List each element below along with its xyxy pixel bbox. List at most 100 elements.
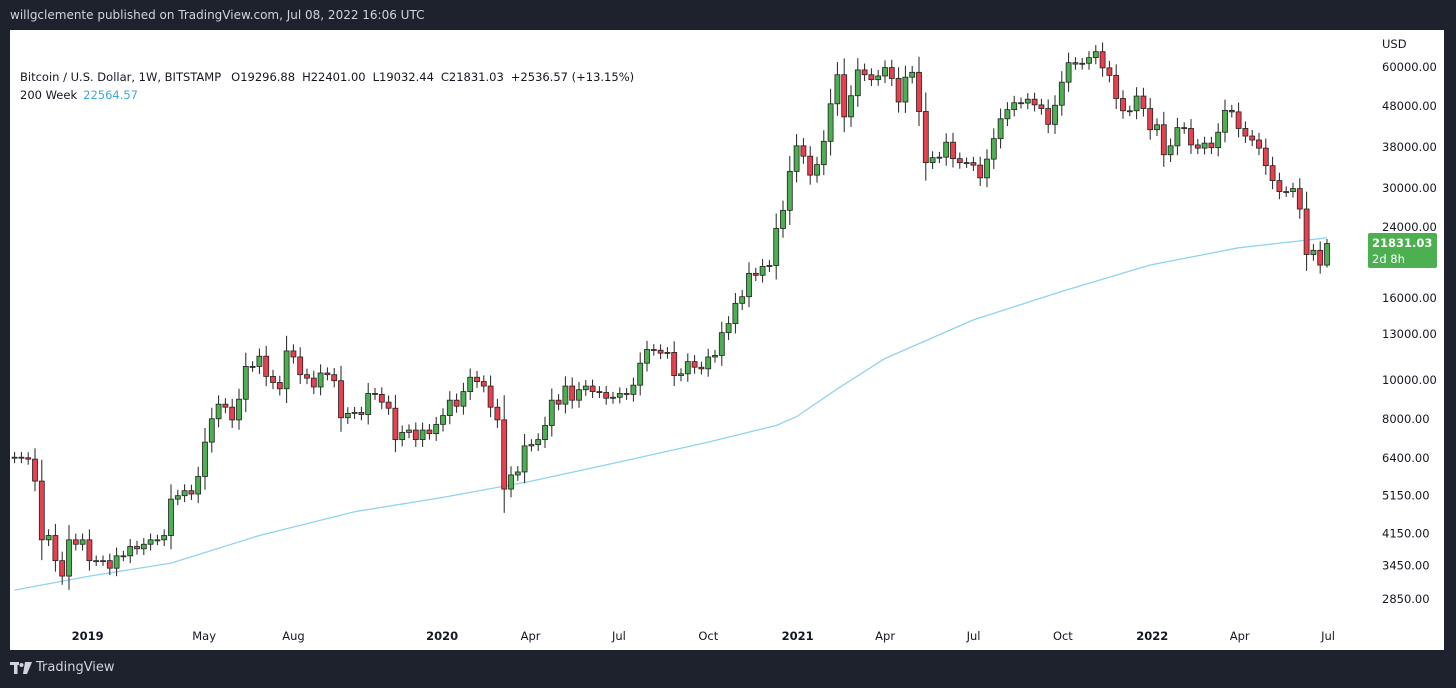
candlestick-chart[interactable]: USD 60000.00 48000.00 38000.00 30000.00 2400… xyxy=(10,30,1444,650)
candle xyxy=(446,391,453,425)
candle-body xyxy=(1031,98,1038,106)
time-tick: 2020 xyxy=(426,629,458,643)
candle-body xyxy=(766,265,773,267)
candle-body xyxy=(72,539,79,545)
candle-body xyxy=(528,444,535,447)
legend-ohlc: Bitcoin / U.S. Dollar, 1W, BITSTAMP O1929… xyxy=(20,68,634,86)
chart-panel[interactable]: USD 60000.00 48000.00 38000.00 30000.00 2400… xyxy=(10,30,1444,650)
candle xyxy=(181,484,188,503)
candle-body xyxy=(1222,109,1228,133)
candle xyxy=(589,379,596,399)
candle-body xyxy=(562,385,569,405)
candle-body xyxy=(977,164,984,179)
candle xyxy=(603,385,610,405)
candle-body xyxy=(650,349,657,351)
candle-body xyxy=(433,423,440,434)
candle-body xyxy=(841,74,848,118)
candle xyxy=(888,59,895,87)
candle-body xyxy=(446,399,453,416)
time-tick: 2021 xyxy=(782,629,814,643)
candle-body xyxy=(1086,57,1092,64)
price-axis[interactable]: USD 60000.00 48000.00 38000.00 30000.00 2400… xyxy=(1382,37,1437,606)
candle xyxy=(909,65,916,84)
ma-label[interactable]: 200 Week xyxy=(20,88,78,102)
candle xyxy=(970,156,977,171)
candle-body xyxy=(882,67,888,77)
time-axis[interactable]: 2019 May Aug 2020 Apr Jul Oct 2021 Apr Jul Oct 2022… xyxy=(72,629,1335,643)
candle-body xyxy=(637,362,644,386)
candle xyxy=(698,361,705,375)
candle-body xyxy=(283,350,290,390)
candle-body xyxy=(664,352,671,354)
candle xyxy=(256,348,263,374)
candle xyxy=(671,341,678,387)
candle xyxy=(977,156,984,186)
symbol-description[interactable]: Bitcoin / U.S. Dollar, 1W, BITSTAMP xyxy=(20,70,222,84)
candle xyxy=(324,367,331,381)
candle-body xyxy=(1303,208,1310,255)
footer: TradingView xyxy=(10,660,115,675)
candle-body xyxy=(229,406,236,421)
candle xyxy=(1201,136,1208,155)
price-tick: 38000.00 xyxy=(1382,140,1437,154)
candle-body xyxy=(623,393,630,395)
candle xyxy=(732,293,739,334)
candle-body xyxy=(32,458,38,482)
candle xyxy=(1310,244,1317,261)
candle xyxy=(378,387,385,410)
candle-body xyxy=(25,457,32,460)
time-tick: Apr xyxy=(521,629,541,643)
candle-body xyxy=(168,498,174,536)
candle xyxy=(1160,111,1167,167)
candle-body xyxy=(290,350,297,358)
candle xyxy=(562,376,569,414)
candle-body xyxy=(426,429,433,434)
candle xyxy=(1052,95,1058,134)
candle xyxy=(460,382,467,415)
candle xyxy=(174,489,181,506)
candle-body xyxy=(480,381,487,387)
candle-body xyxy=(1045,108,1052,125)
time-tick: Jul xyxy=(1320,629,1335,643)
candle-body xyxy=(106,560,113,569)
candle xyxy=(1092,45,1099,65)
price-tick: 10000.00 xyxy=(1382,373,1437,387)
candle xyxy=(739,289,746,311)
candle-body xyxy=(555,399,562,405)
ma-value: 22564.57 xyxy=(83,88,138,102)
candle-body xyxy=(997,118,1004,140)
candle xyxy=(793,134,800,183)
candle-body xyxy=(358,411,365,415)
candle xyxy=(25,452,32,465)
candle-body xyxy=(712,355,718,358)
legend: Bitcoin / U.S. Dollar, 1W, BITSTAMP O1929… xyxy=(20,68,634,104)
candle-body xyxy=(943,141,950,158)
candle xyxy=(678,368,684,382)
price-tick: 5150.00 xyxy=(1382,489,1430,503)
candle-body xyxy=(344,413,351,419)
candle-body xyxy=(1256,139,1262,149)
candle xyxy=(1086,51,1092,70)
candle-body xyxy=(603,392,610,399)
candle xyxy=(902,65,909,113)
candle-body xyxy=(1106,67,1113,76)
candle-body xyxy=(576,389,582,401)
candle xyxy=(18,451,25,464)
candle-body xyxy=(11,456,18,459)
candle-body xyxy=(378,393,385,403)
candle-body xyxy=(1018,102,1024,105)
candle xyxy=(841,58,848,133)
candle-body xyxy=(895,78,902,103)
candle xyxy=(283,335,290,404)
candle-body xyxy=(1038,104,1045,109)
candle-body xyxy=(147,539,154,545)
candle xyxy=(684,353,691,382)
candle-body xyxy=(909,71,916,78)
candle-body xyxy=(521,445,528,473)
candle-body xyxy=(372,393,378,395)
brand-name[interactable]: TradingView xyxy=(36,660,115,675)
candle-body xyxy=(936,156,943,159)
candle xyxy=(127,539,134,564)
candle-body xyxy=(1283,191,1290,193)
candle xyxy=(263,345,270,387)
